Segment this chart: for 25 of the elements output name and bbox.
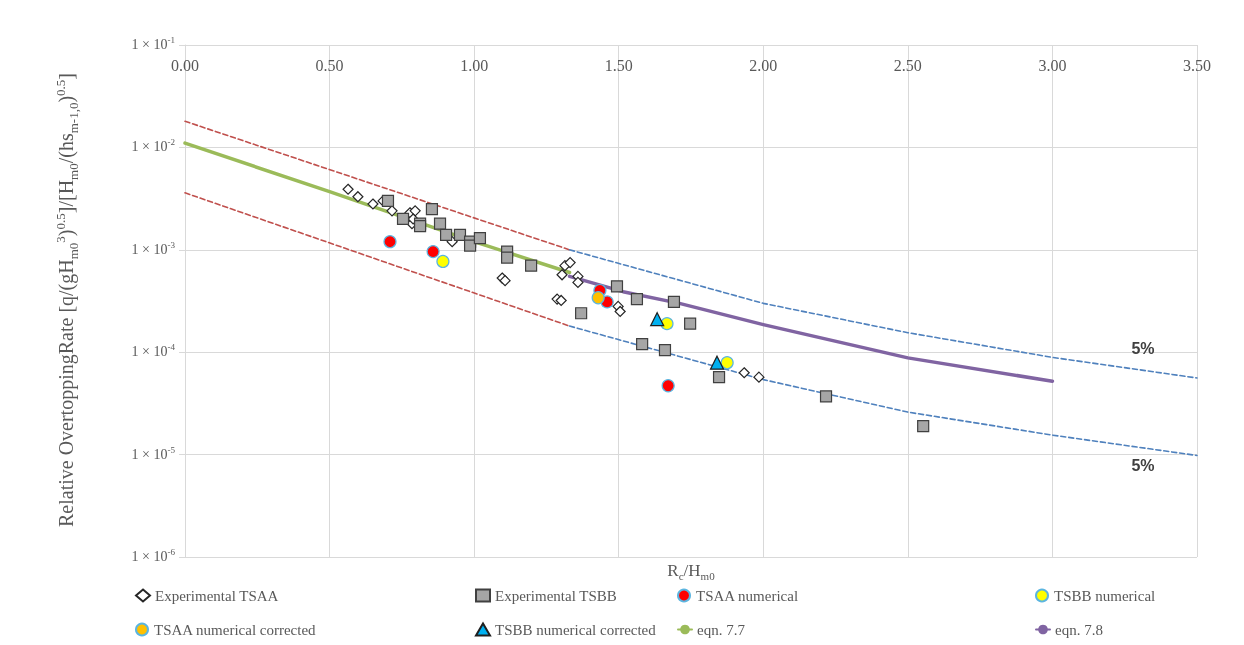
annotation: 5% xyxy=(1131,340,1155,357)
x-tick-label: 3.00 xyxy=(1038,56,1067,74)
y-tick-label: 1 × 10$^{-3}$ xyxy=(131,240,175,257)
legend-label: eqn. 7.7 xyxy=(697,621,746,638)
legend-label: TSAA numerical xyxy=(696,587,799,604)
x-tick-label: 3.50 xyxy=(1183,56,1211,74)
legend-label: eqn. 7.8 xyxy=(1055,621,1103,638)
x-axis-title: R$_{c}$/H$_{m0}$ xyxy=(667,561,715,583)
x-tick-label: 2.00 xyxy=(749,56,778,74)
y-tick-label: 1 × 10$^{-4}$ xyxy=(131,342,175,360)
legend-label: TSBB numerical corrected xyxy=(495,621,657,638)
x-tick-label: 1.00 xyxy=(460,56,489,74)
legend-label: Experimental TSAA xyxy=(155,587,279,604)
legend-label: Experimental TSBB xyxy=(495,587,617,604)
legend-label: TSBB numerical xyxy=(1054,587,1156,604)
y-tick-label: 1 × 10$^{-2}$ xyxy=(131,137,175,155)
legend-label: TSAA numerical corrected xyxy=(154,621,317,638)
x-tick-label: 0.00 xyxy=(171,56,199,74)
annotation: 5% xyxy=(1131,457,1155,474)
x-tick-label: 0.50 xyxy=(315,56,344,74)
y-tick-label: 1 × 10$^{-5}$ xyxy=(131,444,175,462)
x-tick-label: 2.50 xyxy=(893,56,922,74)
x-tick-label: 1.50 xyxy=(604,56,633,74)
y-tick-label: 1 × 10$^{-6}$ xyxy=(131,547,175,564)
y-tick-label: 1 × 10$^{-1}$ xyxy=(131,35,175,52)
